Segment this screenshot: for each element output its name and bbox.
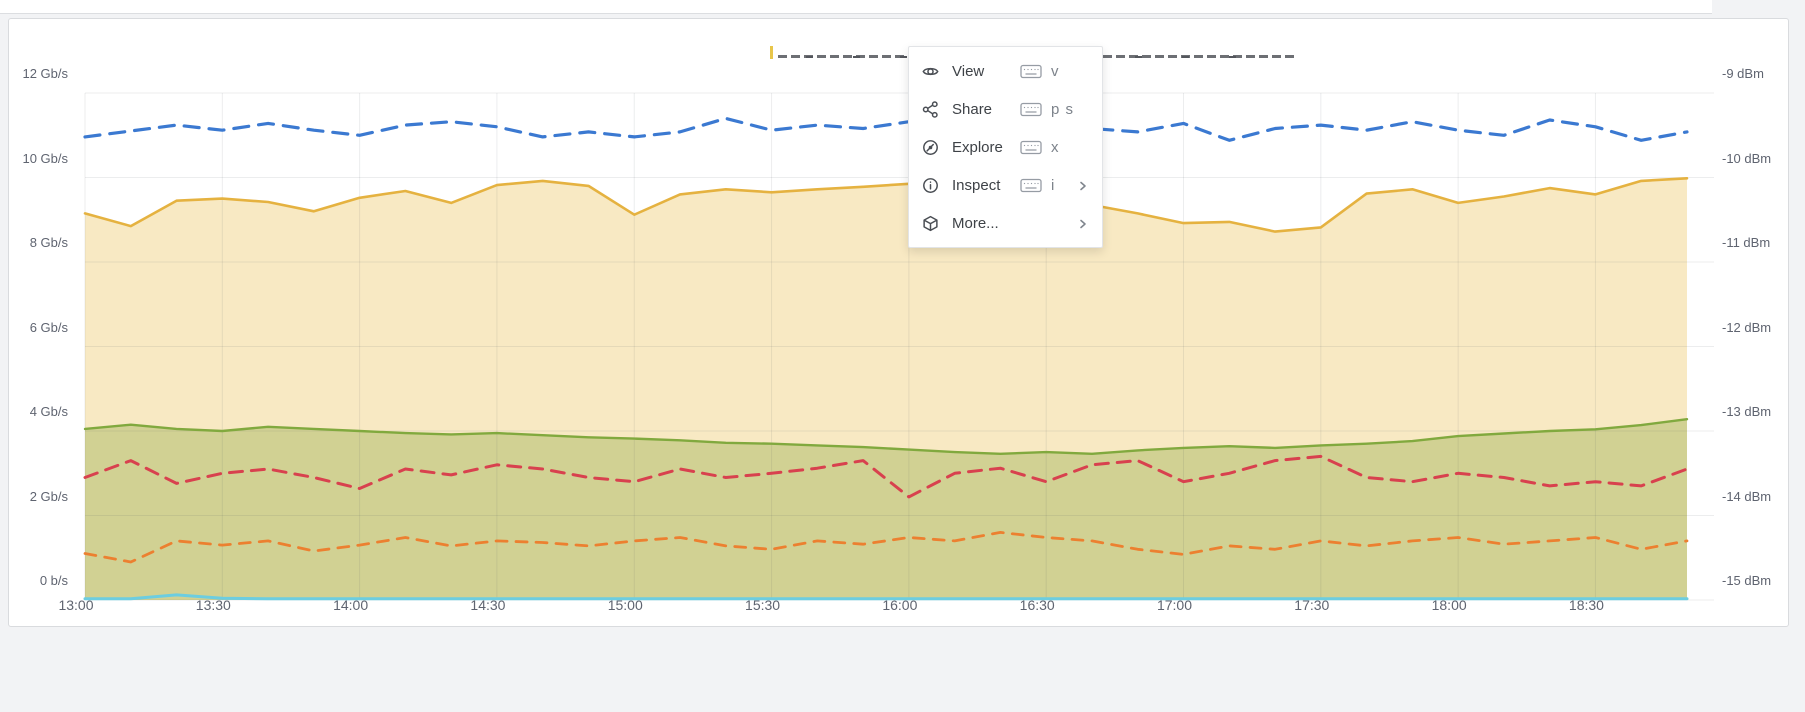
y-axis-left-tick: 12 Gb/s: [22, 66, 68, 81]
menu-item-more[interactable]: More...: [909, 204, 1102, 242]
chevron-right-icon: [1077, 179, 1089, 191]
red-dashed-line: [83, 454, 1689, 499]
y-axis-left-tick: 8 Gb/s: [29, 235, 68, 250]
y-axis-left-tick: 2 Gb/s: [29, 488, 68, 504]
y-axis-left-tick: 0 b/s: [39, 573, 68, 588]
x-axis-tick: 16:00: [882, 597, 918, 613]
keyboard-icon: [1020, 102, 1042, 117]
cube-icon: [922, 215, 939, 232]
y-axis-right-tick: -9 dBm: [1722, 66, 1764, 81]
y-axis-right-tick: -14 dBm: [1722, 488, 1772, 504]
y-axis-left-tick: 10 Gb/s: [22, 150, 68, 166]
shortcut-label: x: [1051, 138, 1060, 156]
keyboard-icon: [1020, 64, 1042, 79]
menu-item-explore[interactable]: Explore x: [909, 128, 1102, 166]
menu-item-inspect[interactable]: Inspect i: [909, 166, 1102, 204]
x-axis-tick: 16:30: [1019, 597, 1055, 613]
x-axis-tick: 15:30: [745, 597, 781, 613]
menu-item-label: View: [952, 62, 985, 80]
title-indicator: [770, 46, 773, 59]
share-icon: [922, 100, 939, 118]
yellow-area-line: [83, 177, 1689, 233]
keyboard-icon: [1020, 178, 1042, 193]
x-axis-tick: 14:30: [470, 597, 506, 613]
x-axis-tick: 17:30: [1294, 597, 1330, 613]
panel-context-menu: View v Share p s Explore x: [908, 46, 1103, 248]
menu-item-label: More...: [952, 214, 999, 232]
blue-dashed-line: [83, 116, 1689, 142]
x-axis-tick: 14:00: [333, 597, 369, 613]
y-axis-right-tick: -15 dBm: [1722, 573, 1772, 588]
orange-dashed-line: [83, 531, 1689, 564]
shortcut-label: v: [1051, 62, 1060, 80]
y-axis-right-tick: -10 dBm: [1722, 150, 1772, 166]
x-axis-tick: 13:30: [195, 597, 231, 613]
cyan-line-line: [83, 593, 1689, 601]
x-axis-tick: 17:00: [1156, 597, 1193, 613]
y-axis-left-tick: 6 Gb/s: [29, 319, 68, 335]
keyboard-icon: [1020, 140, 1042, 155]
y-axis-right-tick: -11 dBm: [1722, 235, 1771, 250]
menu-item-view[interactable]: View v: [909, 52, 1102, 90]
info-circle-icon: [922, 177, 939, 194]
shortcut-label: p s: [1051, 100, 1075, 118]
timeseries-chart[interactable]: [9, 19, 1805, 712]
x-axis-tick: 15:00: [607, 597, 643, 613]
x-axis-tick: 13:00: [58, 597, 94, 613]
shortcut-label: i: [1051, 176, 1056, 194]
compass-icon: [922, 139, 939, 156]
green-area-line: [83, 418, 1689, 455]
eye-icon: [922, 63, 939, 80]
menu-item-label: Explore: [952, 138, 1003, 156]
menu-item-label: Share: [952, 100, 993, 118]
green-area-fill: [85, 419, 1687, 600]
menu-item-share[interactable]: Share p s: [909, 90, 1102, 128]
y-axis-left-tick: 4 Gb/s: [29, 404, 68, 419]
chevron-right-icon: [1077, 217, 1089, 229]
menu-item-label: Inspect: [952, 176, 1001, 194]
upper-panel-bottom-edge: [0, 0, 1712, 14]
y-axis-right-tick: -13 dBm: [1722, 404, 1772, 419]
x-axis-tick: 18:00: [1431, 597, 1467, 613]
graph-panel: [8, 18, 1789, 627]
x-axis-tick: 18:30: [1568, 597, 1604, 613]
y-axis-right-tick: -12 dBm: [1722, 319, 1772, 335]
